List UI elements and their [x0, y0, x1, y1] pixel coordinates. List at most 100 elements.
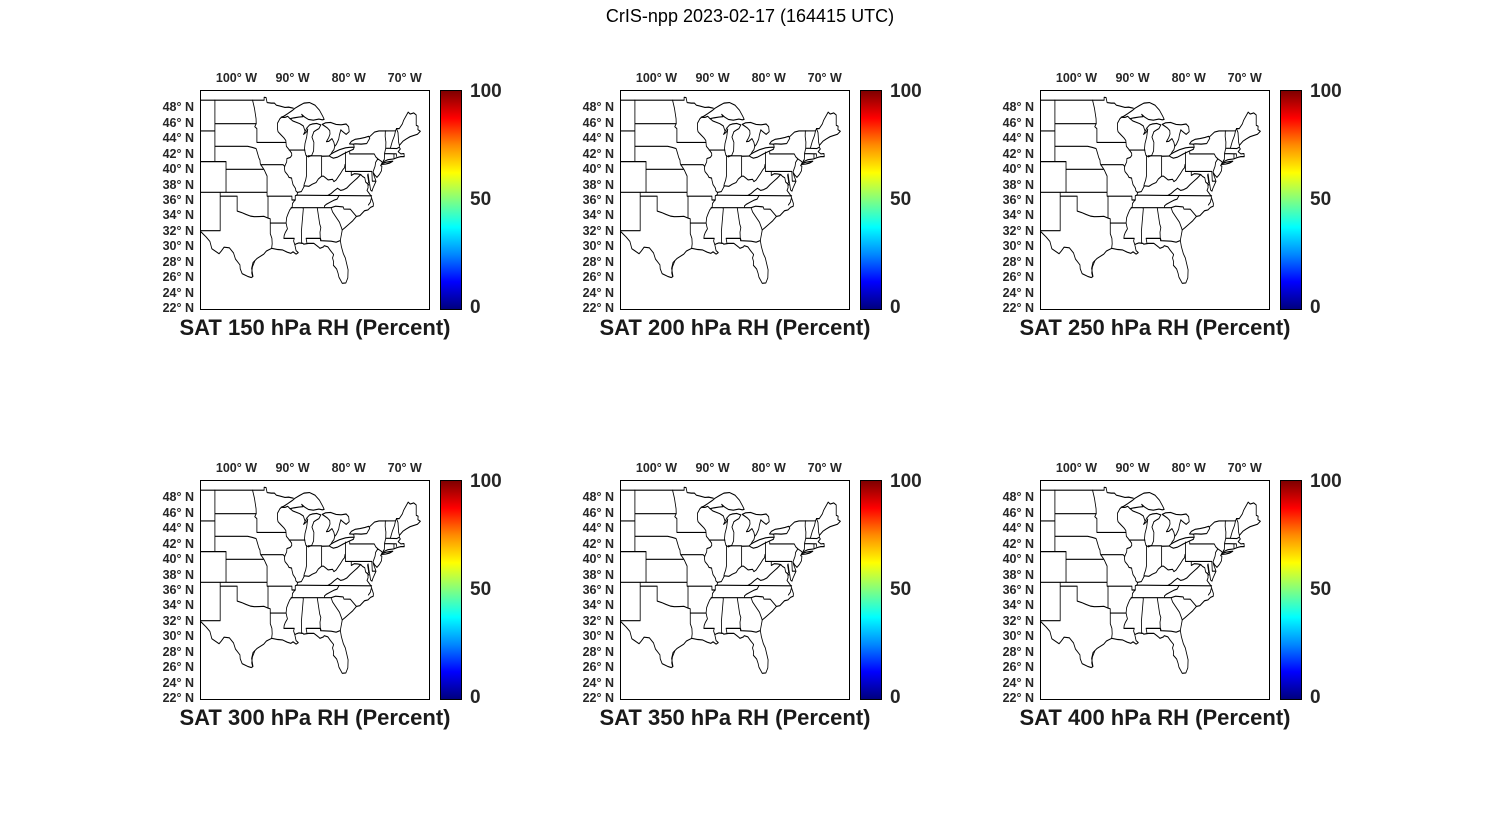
lon-tick-label: 100° W — [215, 461, 258, 475]
lat-tick-label: 22° N — [162, 301, 194, 316]
lon-tick-label: 80° W — [1171, 461, 1206, 475]
lon-tick-label: 70° W — [387, 71, 422, 85]
lat-tick-label: 24° N — [1002, 285, 1034, 300]
lat-tick-label: 44° N — [162, 521, 194, 536]
lat-tick-label: 40° N — [162, 552, 194, 566]
lon-axis: 100° W 90° W 80° W 70° W — [1040, 65, 1270, 87]
lon-tick-label: 70° W — [807, 71, 842, 85]
panel-subtitle: SAT 350 hPa RH (Percent) — [599, 705, 871, 730]
panel-subtitle: SAT 300 hPa RH (Percent) — [179, 705, 451, 730]
colorbar-max-label: 100 — [890, 81, 922, 103]
lat-tick-label: 28° N — [582, 644, 614, 659]
lat-tick-label: 24° N — [582, 675, 614, 690]
lon-axis: 100° W 90° W 80° W 70° W — [620, 455, 850, 477]
lat-tick-label: 36° N — [162, 193, 194, 207]
lat-tick-label: 38° N — [582, 177, 614, 192]
lat-tick-label: 38° N — [162, 567, 194, 582]
lat-axis: 48° N 46° N 44° N 42° N 40° N 38° N 36° N 34° N… — [140, 480, 197, 705]
colorbar-gradient — [1280, 90, 1302, 310]
lon-tick-label: 100° W — [635, 461, 678, 475]
lat-tick-label: 40° N — [162, 162, 194, 176]
colorbar-min-label: 0 — [890, 686, 901, 708]
colorbar-mid-label: 50 — [1310, 189, 1332, 210]
lat-tick-label: 22° N — [582, 691, 614, 706]
colorbar: 100 50 0 — [860, 81, 952, 318]
colorbar-mid-label: 50 — [1310, 579, 1332, 600]
lat-tick-label: 30° N — [162, 239, 194, 254]
lat-tick-label: 42° N — [582, 146, 614, 161]
colorbar-gradient — [440, 480, 462, 700]
panel-350hpa: 100° W 90° W 80° W 70° W 48° N 46° N 44° N 42°… — [560, 455, 952, 747]
lat-tick-label: 40° N — [582, 162, 614, 176]
lat-tick-label: 48° N — [162, 490, 194, 505]
colorbar: 100 50 0 — [1280, 471, 1372, 708]
lat-tick-label: 42° N — [1002, 536, 1034, 551]
lat-tick-label: 44° N — [582, 521, 614, 536]
lat-tick-label: 42° N — [162, 146, 194, 161]
colorbar-min-label: 0 — [1310, 296, 1321, 318]
lat-tick-label: 26° N — [1002, 270, 1034, 285]
lat-tick-label: 34° N — [1002, 208, 1034, 223]
colorbar-max-label: 100 — [470, 81, 502, 103]
lat-tick-label: 46° N — [162, 505, 194, 520]
lat-tick-label: 34° N — [582, 208, 614, 223]
lat-tick-label: 48° N — [582, 100, 614, 115]
lat-tick-label: 42° N — [162, 536, 194, 551]
lon-tick-label: 100° W — [1055, 461, 1098, 475]
lat-tick-label: 42° N — [582, 536, 614, 551]
lat-tick-label: 34° N — [162, 598, 194, 613]
map-frame — [1040, 480, 1270, 700]
lat-tick-label: 34° N — [1002, 598, 1034, 613]
colorbar-mid-label: 50 — [890, 189, 912, 210]
map-frame — [620, 90, 850, 310]
lat-tick-label: 22° N — [162, 691, 194, 706]
lon-axis: 100° W 90° W 80° W 70° W — [200, 65, 430, 87]
lat-tick-label: 22° N — [582, 301, 614, 316]
panel-subtitle: SAT 400 hPa RH (Percent) — [1019, 705, 1291, 730]
lat-tick-label: 28° N — [1002, 644, 1034, 659]
lat-tick-label: 32° N — [582, 223, 614, 238]
lat-tick-label: 30° N — [582, 629, 614, 644]
colorbar: 100 50 0 — [860, 471, 952, 708]
panel-150hpa: 100° W 90° W 80° W 70° W 48° N 46° N 44° N 42°… — [140, 65, 532, 357]
lon-tick-label: 80° W — [751, 71, 786, 85]
panel-250hpa: 100° W 90° W 80° W 70° W 48° N 46° N 44° N 42°… — [980, 65, 1372, 357]
lat-tick-label: 28° N — [162, 254, 194, 269]
lat-tick-label: 24° N — [1002, 675, 1034, 690]
lon-tick-label: 90° W — [1115, 461, 1150, 475]
lat-tick-label: 26° N — [1002, 660, 1034, 675]
lat-tick-label: 32° N — [582, 613, 614, 628]
lat-tick-label: 46° N — [1002, 115, 1034, 130]
lat-tick-label: 30° N — [1002, 629, 1034, 644]
lat-tick-label: 22° N — [1002, 691, 1034, 706]
panel-400hpa: 100° W 90° W 80° W 70° W 48° N 46° N 44° N 42°… — [980, 455, 1372, 747]
us-basemap-svg — [201, 486, 421, 674]
lat-tick-label: 36° N — [582, 193, 614, 207]
lon-tick-label: 100° W — [635, 71, 678, 85]
colorbar-gradient — [440, 90, 462, 310]
lon-tick-label: 100° W — [215, 71, 258, 85]
us-basemap-svg — [1041, 96, 1261, 284]
lat-axis: 48° N 46° N 44° N 42° N 40° N 38° N 36° N 34° N… — [980, 480, 1037, 705]
lat-tick-label: 36° N — [1002, 193, 1034, 207]
colorbar: 100 50 0 — [1280, 81, 1372, 318]
lat-tick-label: 48° N — [162, 100, 194, 115]
us-basemap-svg — [621, 96, 841, 284]
colorbar-min-label: 0 — [890, 296, 901, 318]
lat-tick-label: 32° N — [162, 613, 194, 628]
lon-axis: 100° W 90° W 80° W 70° W — [620, 65, 850, 87]
colorbar-mid-label: 50 — [890, 579, 912, 600]
lat-tick-label: 36° N — [1002, 583, 1034, 597]
colorbar-gradient — [1280, 480, 1302, 700]
lat-tick-label: 22° N — [1002, 301, 1034, 316]
colorbar-gradient — [860, 480, 882, 700]
colorbar-gradient — [860, 90, 882, 310]
lat-tick-label: 38° N — [1002, 567, 1034, 582]
colorbar-min-label: 0 — [470, 296, 481, 318]
lon-tick-label: 70° W — [1227, 461, 1262, 475]
lon-tick-label: 90° W — [275, 71, 310, 85]
lon-tick-label: 90° W — [1115, 71, 1150, 85]
lat-tick-label: 46° N — [162, 115, 194, 130]
map-frame — [620, 480, 850, 700]
lon-tick-label: 70° W — [1227, 71, 1262, 85]
